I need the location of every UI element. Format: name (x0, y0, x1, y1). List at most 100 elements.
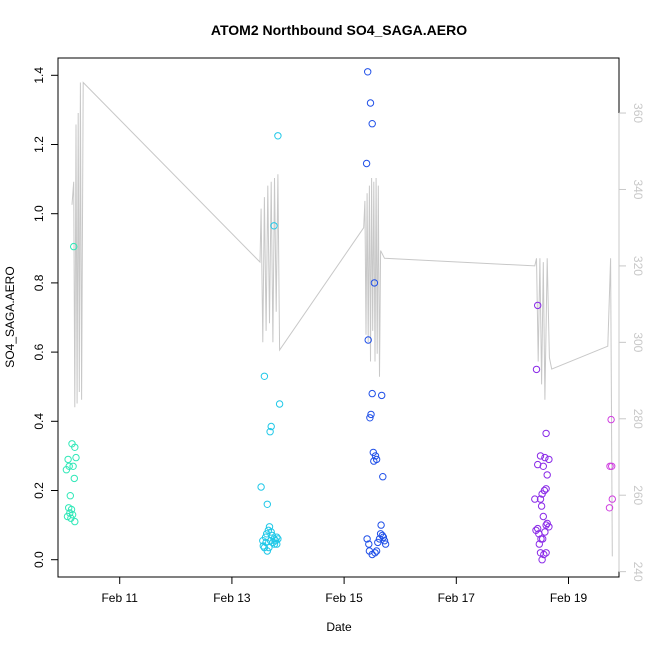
data-point (366, 414, 374, 422)
axes-layer: Feb 11 Feb 13 Feb 15 Feb 17 Feb 190.00.20.40… (32, 67, 645, 605)
data-point (538, 490, 546, 498)
x-tick-label: Feb 19 (550, 591, 588, 605)
y-tick-label: 0.2 (32, 482, 46, 499)
data-point (274, 535, 282, 543)
y-tick-label: 0.0 (32, 551, 46, 568)
y-axis: 0.0 0.2 0.4 0.6 0.8 1.0 1.2 1.4 (32, 67, 59, 568)
data-point (261, 533, 270, 541)
x-axis: Feb 11 Feb 13 Feb 15 Feb 17 Feb 19 (101, 576, 588, 605)
chart-title: ATOM2 Northbound SO4_SAGA.AERO (211, 22, 467, 38)
scatter-points-layer (62, 68, 616, 564)
x-tick-label: Feb 17 (438, 591, 476, 605)
data-point (267, 422, 275, 431)
data-point (273, 533, 281, 541)
data-point (266, 537, 275, 545)
data-point (63, 512, 72, 521)
data-point (536, 495, 545, 503)
y-tick-label: 1.4 (32, 67, 46, 84)
data-point (363, 535, 371, 543)
secondary-line (71, 81, 613, 557)
data-point (70, 474, 79, 483)
data-point (66, 492, 75, 500)
data-point (540, 550, 548, 559)
data-point (539, 462, 547, 470)
data-point (367, 410, 375, 419)
data-point (260, 372, 269, 380)
data-point (541, 453, 549, 462)
data-point (71, 443, 79, 451)
data-point (263, 547, 271, 555)
data-point (379, 533, 388, 541)
data-point (71, 517, 79, 526)
data-point (274, 132, 282, 140)
data-point (374, 538, 382, 547)
data-point (605, 504, 614, 512)
data-point (368, 389, 376, 398)
y-tick-label: 0.6 (32, 343, 46, 360)
data-point (257, 483, 265, 491)
data-point (380, 537, 389, 545)
point-group-2 (257, 132, 284, 555)
data-point (535, 540, 543, 548)
data-point (532, 365, 541, 374)
data-point (608, 495, 616, 503)
data-point (378, 391, 386, 400)
data-point (375, 535, 384, 543)
data-point (608, 462, 616, 470)
y2-tick-label: 240 (631, 562, 645, 582)
data-point (365, 540, 373, 548)
data-point (542, 485, 550, 493)
data-point (364, 68, 372, 76)
data-point (372, 547, 381, 555)
data-point (370, 279, 379, 287)
data-point (542, 429, 550, 438)
point-group-4 (531, 301, 553, 564)
data-point (545, 455, 553, 464)
y2-tick-label: 360 (631, 103, 645, 123)
point-group-1 (62, 242, 80, 526)
data-point (64, 455, 72, 464)
data-point (268, 531, 276, 540)
data-point (377, 521, 385, 529)
data-point (72, 453, 80, 462)
data-point (539, 512, 547, 521)
y-tick-label: 0.8 (32, 274, 46, 291)
data-point (543, 471, 551, 479)
x-tick-label: Feb 13 (213, 591, 251, 605)
data-point (270, 222, 278, 230)
y2-tick-label: 260 (631, 485, 645, 505)
data-point (362, 159, 371, 168)
x-tick-label: Feb 11 (101, 591, 138, 605)
x-tick-label: Feb 15 (325, 591, 363, 605)
y-axis-label: SO4_SAGA.AERO (3, 266, 17, 367)
data-point (265, 523, 274, 531)
data-point (69, 462, 77, 470)
data-point (266, 428, 274, 436)
data-point (537, 502, 546, 510)
data-point (534, 301, 542, 310)
y-tick-label: 1.0 (32, 205, 46, 222)
data-point (538, 556, 546, 564)
data-point (543, 519, 551, 528)
data-point (70, 242, 78, 251)
point-group-5 (605, 415, 616, 512)
data-point (371, 452, 380, 460)
data-point (381, 540, 390, 548)
secondary-line-layer (71, 81, 613, 557)
y-tick-label: 0.4 (32, 413, 46, 430)
data-point (370, 457, 378, 465)
data-point (371, 549, 379, 557)
data-point (542, 549, 550, 557)
data-point (536, 452, 545, 460)
y2-axis: 240 260 280 300 320 340 360 (618, 103, 645, 582)
y-tick-label: 1.2 (32, 136, 46, 153)
data-point (275, 400, 284, 408)
data-point (542, 521, 550, 529)
data-point (531, 495, 539, 503)
data-point (267, 528, 275, 536)
data-point (68, 511, 77, 519)
data-point (607, 415, 615, 424)
data-point (539, 535, 547, 543)
data-point (62, 466, 71, 474)
